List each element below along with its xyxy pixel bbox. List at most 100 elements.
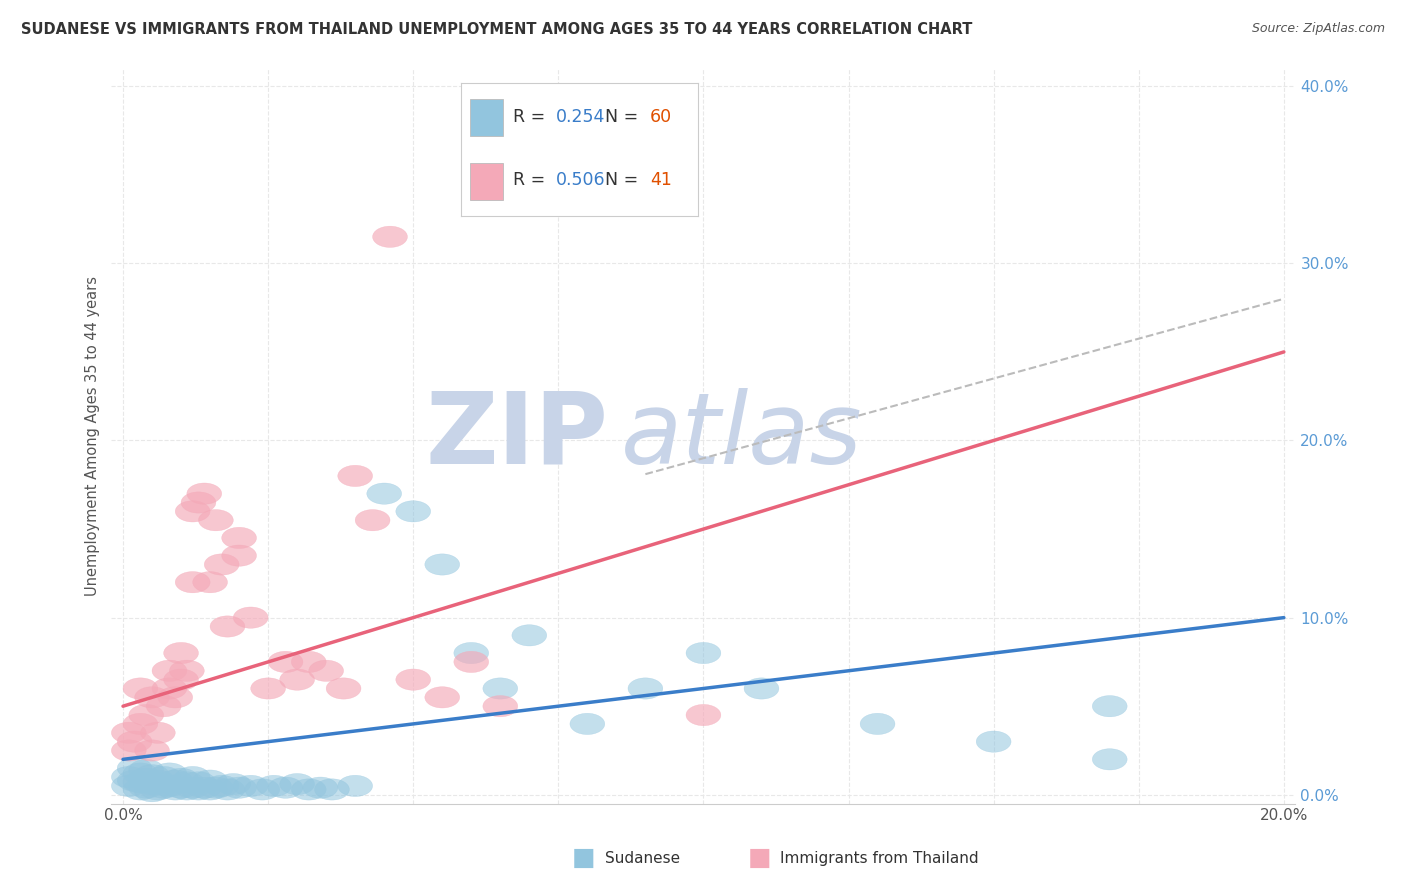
Ellipse shape (204, 775, 239, 797)
Ellipse shape (163, 642, 198, 664)
Ellipse shape (141, 770, 176, 791)
Ellipse shape (269, 777, 302, 798)
Ellipse shape (482, 696, 517, 717)
Ellipse shape (152, 660, 187, 681)
Ellipse shape (176, 500, 209, 522)
Ellipse shape (454, 642, 489, 664)
Ellipse shape (256, 775, 291, 797)
Ellipse shape (135, 780, 170, 802)
Ellipse shape (117, 731, 152, 752)
Ellipse shape (326, 678, 361, 699)
Ellipse shape (141, 723, 176, 743)
Ellipse shape (1092, 748, 1128, 770)
Ellipse shape (157, 779, 193, 800)
Ellipse shape (187, 483, 222, 504)
Ellipse shape (170, 772, 204, 793)
Ellipse shape (129, 768, 163, 789)
Ellipse shape (425, 554, 460, 575)
Ellipse shape (222, 527, 256, 549)
Ellipse shape (122, 772, 157, 793)
Ellipse shape (122, 779, 157, 800)
Ellipse shape (176, 766, 209, 788)
Text: atlas: atlas (620, 387, 862, 484)
Ellipse shape (198, 777, 233, 798)
Text: Source: ZipAtlas.com: Source: ZipAtlas.com (1251, 22, 1385, 36)
Ellipse shape (396, 500, 430, 522)
Ellipse shape (337, 466, 373, 486)
Ellipse shape (512, 624, 547, 646)
Ellipse shape (157, 687, 193, 708)
Ellipse shape (686, 705, 721, 726)
Ellipse shape (181, 779, 217, 800)
Ellipse shape (250, 678, 285, 699)
Ellipse shape (157, 770, 193, 791)
Ellipse shape (152, 678, 187, 699)
Ellipse shape (170, 660, 204, 681)
Ellipse shape (291, 779, 326, 800)
Ellipse shape (170, 779, 204, 800)
Ellipse shape (315, 779, 349, 800)
Text: ■: ■ (572, 847, 595, 870)
Ellipse shape (198, 509, 233, 531)
Ellipse shape (187, 777, 222, 798)
Ellipse shape (135, 773, 170, 795)
Ellipse shape (122, 763, 157, 784)
Ellipse shape (135, 764, 170, 786)
Ellipse shape (396, 669, 430, 690)
Ellipse shape (1092, 696, 1128, 717)
Ellipse shape (181, 491, 217, 513)
Ellipse shape (280, 773, 315, 795)
Ellipse shape (222, 545, 256, 566)
Ellipse shape (367, 483, 402, 504)
Ellipse shape (744, 678, 779, 699)
Ellipse shape (129, 759, 163, 780)
Ellipse shape (193, 572, 228, 593)
Ellipse shape (141, 779, 176, 800)
Ellipse shape (181, 772, 217, 793)
Ellipse shape (193, 770, 228, 791)
Ellipse shape (233, 607, 269, 628)
Ellipse shape (146, 696, 181, 717)
Ellipse shape (482, 678, 517, 699)
Ellipse shape (209, 615, 245, 637)
Ellipse shape (245, 779, 280, 800)
Ellipse shape (280, 669, 315, 690)
Ellipse shape (146, 777, 181, 798)
Ellipse shape (686, 642, 721, 664)
Ellipse shape (152, 763, 187, 784)
Ellipse shape (129, 705, 163, 726)
Ellipse shape (135, 739, 170, 761)
Text: SUDANESE VS IMMIGRANTS FROM THAILAND UNEMPLOYMENT AMONG AGES 35 TO 44 YEARS CORR: SUDANESE VS IMMIGRANTS FROM THAILAND UNE… (21, 22, 973, 37)
Ellipse shape (373, 227, 408, 247)
Ellipse shape (269, 651, 302, 673)
Ellipse shape (152, 775, 187, 797)
Ellipse shape (117, 770, 152, 791)
Ellipse shape (111, 766, 146, 788)
Ellipse shape (233, 775, 269, 797)
Ellipse shape (628, 678, 662, 699)
Ellipse shape (291, 651, 326, 673)
Ellipse shape (454, 651, 489, 673)
Ellipse shape (129, 777, 163, 798)
Ellipse shape (122, 714, 157, 734)
Ellipse shape (111, 739, 146, 761)
Ellipse shape (163, 777, 198, 798)
Ellipse shape (217, 773, 250, 795)
Ellipse shape (111, 775, 146, 797)
Ellipse shape (122, 678, 157, 699)
Ellipse shape (146, 766, 181, 788)
Ellipse shape (337, 775, 373, 797)
Text: Sudanese: Sudanese (605, 851, 679, 865)
Ellipse shape (176, 777, 209, 798)
Ellipse shape (176, 572, 209, 593)
Ellipse shape (425, 687, 460, 708)
Ellipse shape (163, 768, 198, 789)
Ellipse shape (222, 777, 256, 798)
Ellipse shape (117, 757, 152, 779)
Ellipse shape (204, 554, 239, 575)
Ellipse shape (193, 779, 228, 800)
Ellipse shape (135, 687, 170, 708)
Ellipse shape (111, 723, 146, 743)
Ellipse shape (976, 731, 1011, 752)
Y-axis label: Unemployment Among Ages 35 to 44 years: Unemployment Among Ages 35 to 44 years (86, 276, 100, 596)
